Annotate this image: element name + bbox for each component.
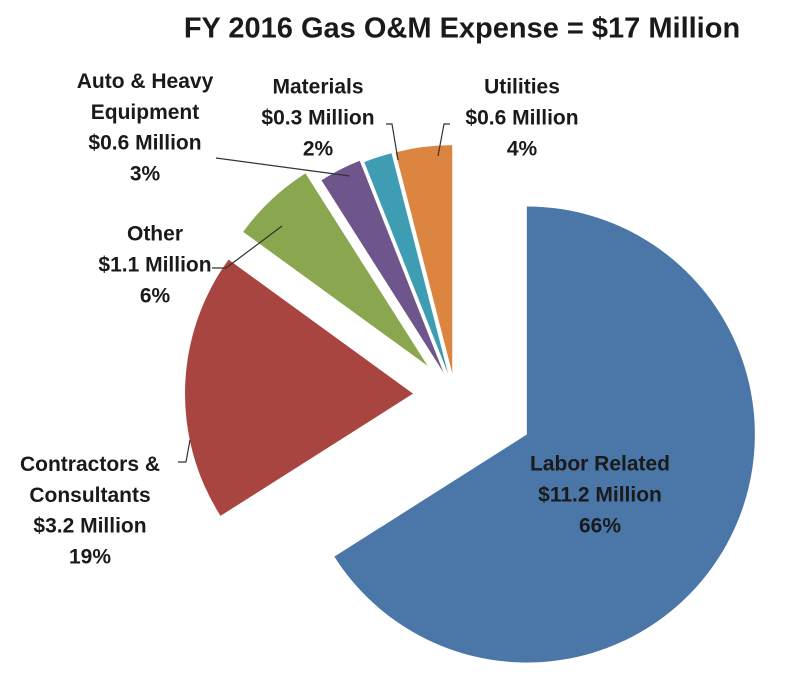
pie-slice	[334, 206, 755, 663]
percent-label: 6%	[140, 285, 171, 308]
pie-slice	[395, 145, 453, 374]
leader-line	[212, 225, 283, 269]
amount-label: $1.1 Million	[98, 254, 211, 277]
leader-line	[386, 123, 399, 161]
amount-label: $0.6 Million	[465, 107, 578, 130]
amount-label: $3.2 Million	[33, 515, 146, 538]
category-label: Other	[127, 223, 183, 246]
pie-slice	[185, 259, 414, 516]
category-label: Contractors & Consultants	[20, 453, 160, 507]
percent-label: 19%	[69, 546, 111, 569]
percent-label: 4%	[507, 138, 538, 161]
amount-label: $0.6 Million	[88, 132, 201, 155]
percent-label: 66%	[579, 515, 621, 538]
percent-label: 2%	[303, 138, 334, 161]
category-label: Auto & Heavy Equipment	[77, 70, 214, 124]
leader-line	[215, 157, 351, 177]
pie-slice	[243, 173, 428, 366]
pie-slice	[364, 153, 449, 375]
percent-label: 3%	[130, 163, 161, 186]
leader-line	[178, 439, 191, 463]
leader-lines	[178, 123, 450, 463]
category-label: Utilities	[484, 76, 560, 99]
leader-line	[437, 123, 450, 157]
category-label: Labor Related	[530, 453, 670, 476]
amount-label: $11.2 Million	[538, 484, 662, 507]
category-label: Materials	[272, 76, 363, 99]
chart-title: FY 2016 Gas O&M Expense = $17 Million	[184, 13, 740, 45]
amount-label: $0.3 Million	[261, 107, 374, 130]
pie-slice	[321, 160, 444, 373]
